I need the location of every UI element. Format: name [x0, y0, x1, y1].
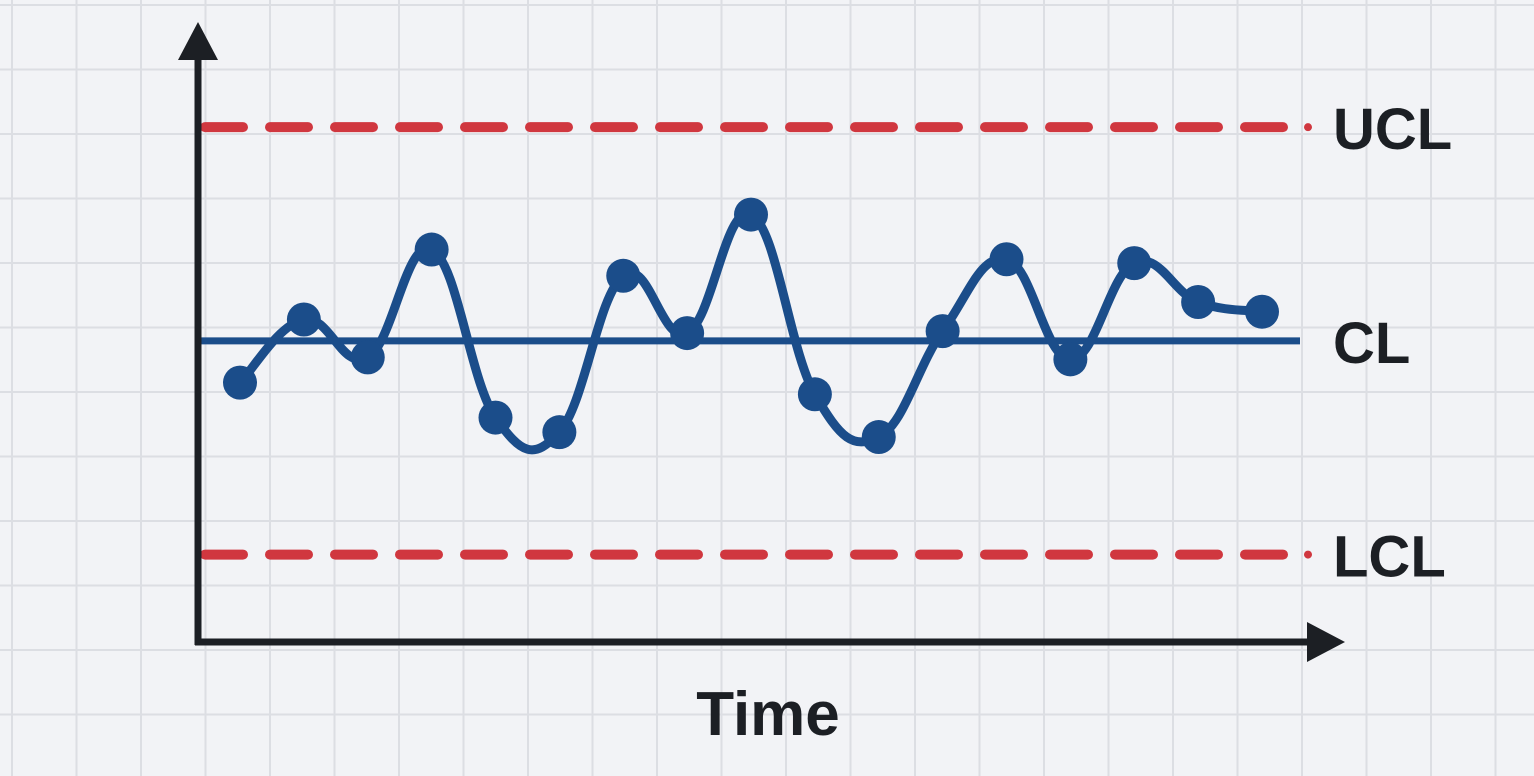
data-point [925, 314, 960, 349]
data-point [1181, 285, 1216, 319]
data-point [350, 340, 385, 375]
data-point [989, 242, 1024, 277]
data-point [478, 400, 513, 435]
x-axis-label: Time [696, 680, 840, 749]
data-point [734, 197, 768, 232]
ucl-line-end-dot [1304, 123, 1312, 132]
data-point [797, 377, 832, 412]
series-group [223, 197, 1279, 455]
data-point [1053, 342, 1088, 377]
cl-label: CL [1333, 311, 1410, 376]
data-point [670, 316, 705, 351]
data-point [414, 232, 449, 267]
y-axis-arrow [178, 22, 218, 60]
data-point [223, 365, 257, 400]
data-point [861, 420, 896, 455]
data-point [1245, 294, 1279, 329]
ucl-label: UCL [1333, 97, 1452, 162]
data-point [542, 415, 577, 450]
lcl-line-end-dot [1304, 550, 1312, 559]
control-limits: UCL CL LCL [198, 97, 1452, 590]
data-point [286, 302, 321, 337]
lcl-label: LCL [1333, 525, 1446, 590]
data-point [1117, 246, 1152, 281]
x-axis-arrow [1307, 622, 1345, 662]
axes [178, 22, 1345, 662]
data-point [606, 258, 641, 293]
